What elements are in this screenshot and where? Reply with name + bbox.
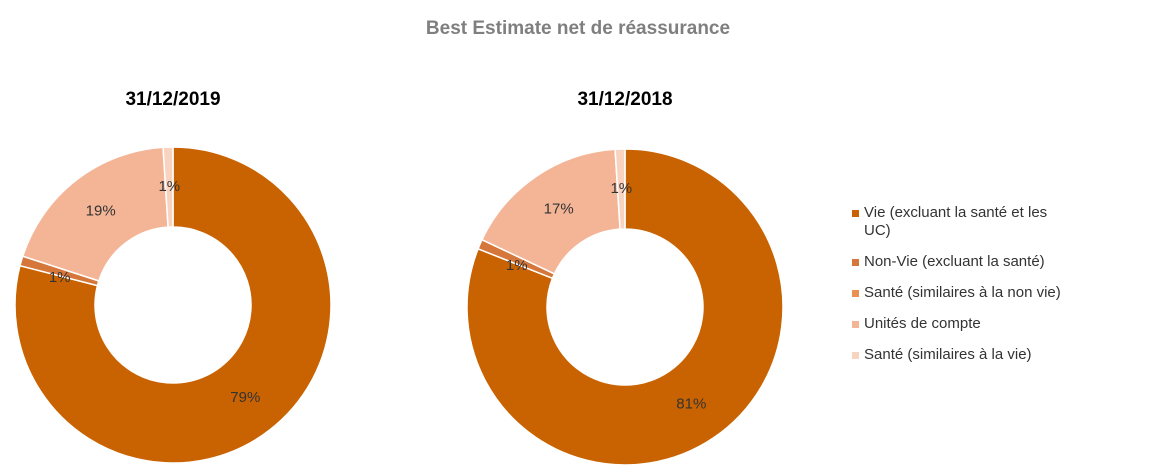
legend-label: Vie (excluant la santé et les UC) (864, 204, 1048, 239)
data-label: 17% (544, 200, 574, 217)
pie-title: 31/12/2018 (577, 89, 672, 110)
chart-title: Best Estimate net de réassurance (426, 18, 730, 39)
legend-item: Santé (similaires à la vie) (852, 346, 1152, 364)
legend-swatch (852, 259, 859, 266)
legend-swatch (852, 321, 859, 328)
donut-slice (466, 148, 784, 465)
data-label: 1% (506, 257, 528, 274)
legend-swatch (852, 352, 859, 359)
donut-slice (162, 146, 174, 228)
donut-slice (14, 146, 332, 464)
legend-item: Santé (similaires à la non vie) (852, 284, 1152, 302)
donut-slice (21, 146, 169, 282)
legend-item: Non-Vie (excluant la santé) (852, 253, 1152, 271)
donut-slice (481, 148, 621, 275)
data-label: 81% (676, 396, 706, 413)
data-label: 1% (158, 178, 180, 195)
legend: Vie (excluant la santé et les UC) Non-Vie… (852, 204, 1152, 377)
pie-title: 31/12/2019 (125, 89, 220, 110)
legend-item: Vie (excluant la santé et les UC) (852, 204, 1152, 240)
legend-label: Santé (similaires à la vie) (864, 346, 1032, 363)
data-label: 19% (86, 203, 116, 220)
legend-swatch (852, 290, 859, 297)
legend-swatch (852, 210, 859, 217)
legend-item: Unités de compte (852, 315, 1152, 333)
data-label: 1% (610, 180, 632, 197)
legend-label: Unités de compte (864, 315, 981, 332)
legend-label: Non-Vie (excluant la santé) (864, 253, 1045, 270)
legend-label: Santé (similaires à la non vie) (864, 284, 1061, 301)
data-label: 79% (230, 389, 260, 406)
data-label: 1% (49, 269, 71, 286)
donut-slice (614, 148, 626, 230)
